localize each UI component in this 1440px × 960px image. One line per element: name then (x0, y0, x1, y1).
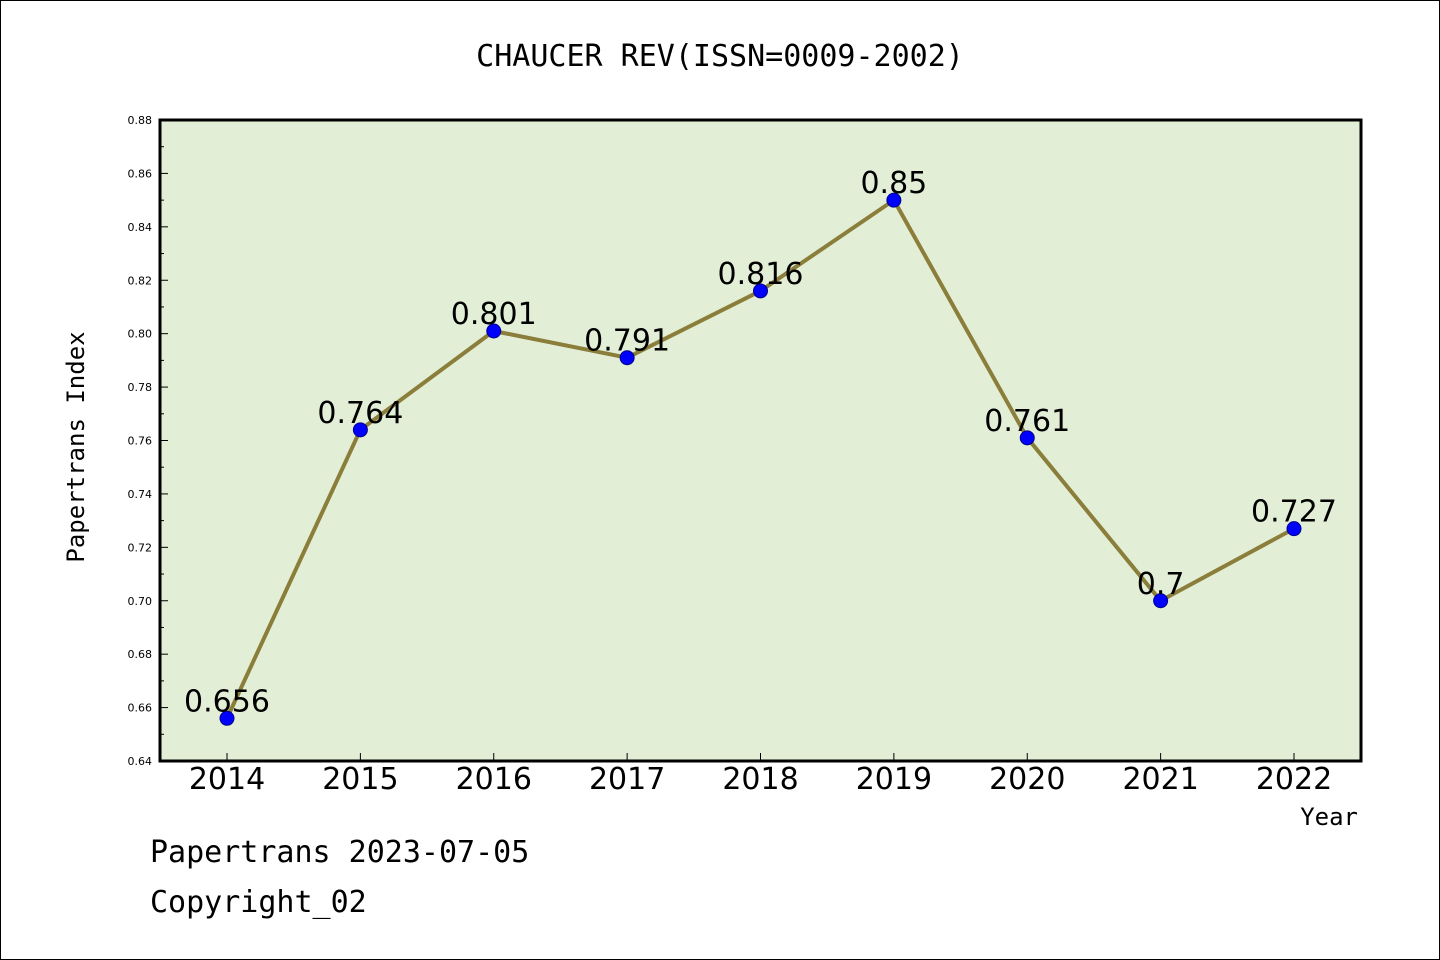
x-tick-label: 2021 (1122, 762, 1198, 797)
y-tick-label: 0.78 (128, 381, 153, 394)
x-tick-label: 2014 (189, 762, 265, 797)
footer-date: Papertrans 2023-07-05 (150, 835, 530, 870)
y-tick-label: 0.68 (128, 648, 153, 661)
data-label: 0.764 (317, 396, 403, 431)
y-tick-label: 0.72 (128, 541, 153, 554)
y-tick-label: 0.80 (128, 328, 153, 341)
y-tick-label: 0.82 (128, 274, 153, 287)
data-point (1019, 430, 1035, 446)
data-point (1153, 593, 1169, 609)
data-point (753, 283, 768, 299)
y-tick-label: 0.70 (128, 595, 153, 608)
x-tick-label: 2019 (856, 762, 932, 797)
y-tick-label: 0.66 (128, 702, 153, 715)
data-point (219, 710, 235, 726)
data-label: 0.791 (584, 324, 670, 359)
data-label: 0.85 (860, 166, 927, 201)
x-axis-label: Year (1300, 803, 1358, 831)
data-label: 0.656 (184, 684, 270, 719)
x-tick-label: 2017 (589, 762, 665, 797)
footer-copyright: Copyright_02 (150, 885, 367, 920)
data-label: 0.7 (1137, 567, 1185, 602)
y-tick-label: 0.88 (128, 114, 153, 127)
data-label: 0.801 (451, 297, 537, 332)
plot-area (158, 118, 1363, 763)
data-point (486, 323, 502, 339)
x-axis: 2014 2015 2016 2017 2018 2019 2020 2021 2022 (189, 753, 1332, 797)
chart-title: CHAUCER REV(ISSN=0009-2002) (476, 39, 964, 74)
y-tick-label: 0.74 (128, 488, 153, 501)
data-point (886, 192, 902, 208)
x-tick-label: 2022 (1256, 762, 1332, 797)
x-tick-label: 2018 (722, 762, 798, 797)
y-tick-label: 0.86 (128, 167, 153, 180)
x-tick-label: 2016 (456, 762, 532, 797)
y-tick-label: 0.76 (128, 435, 153, 448)
data-point (619, 350, 635, 366)
data-point (1286, 521, 1302, 537)
y-axis-label: Papertrans Index (62, 331, 90, 562)
data-label: 0.727 (1251, 495, 1337, 530)
x-tick-label: 2015 (322, 762, 398, 797)
data-label: 0.816 (718, 257, 804, 292)
y-tick-label: 0.64 (128, 755, 153, 768)
data-label: 0.761 (984, 404, 1070, 439)
y-axis: 0.64 0.66 0.68 0.70 0.72 0.74 0.76 0.78 0.80 0.82… (128, 114, 168, 768)
series-group: 0.656 0.764 0.801 0.791 0.816 0.85 0.761 0.7 0.7… (184, 166, 1337, 726)
x-tick-label: 2020 (989, 762, 1065, 797)
y-tick-label: 0.84 (128, 221, 153, 234)
data-point (352, 422, 368, 438)
